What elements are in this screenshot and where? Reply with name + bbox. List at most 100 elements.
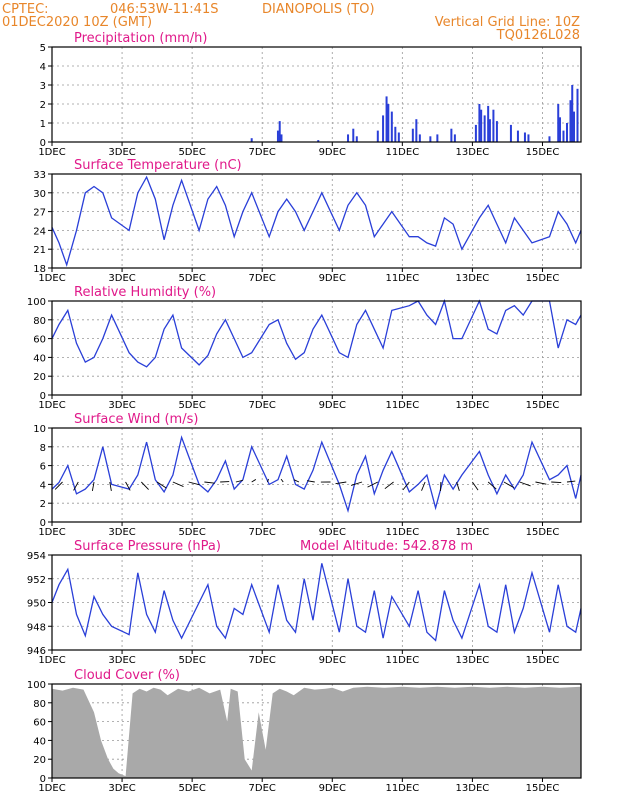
cloud-cover-xtick-label: 15DEC: [526, 783, 560, 794]
cloud-cover-xtick-label: 9DEC: [319, 783, 346, 794]
precipitation-bar: [280, 134, 283, 142]
wind-arrow: [188, 481, 200, 486]
surface-wind-xtick-label: 9DEC: [319, 527, 346, 538]
surface-wind-ytick-label: 10: [33, 424, 46, 435]
precipitation-bar: [352, 128, 355, 142]
relative-humidity-ytick-label: 20: [33, 372, 46, 383]
relative-humidity-frame: [51, 300, 582, 396]
precipitation-xtick-label: 15DEC: [526, 147, 560, 158]
relative-humidity-xtick-label: 1DEC: [38, 400, 65, 411]
wind-arrow: [472, 481, 479, 491]
surface-wind-xtick-label: 7DEC: [249, 527, 276, 538]
precipitation-bar: [385, 96, 388, 142]
cloud-cover-ytick-label: 60: [33, 718, 46, 729]
precipitation-bar: [450, 128, 453, 142]
relative-humidity-xtick-label: 5DEC: [178, 400, 205, 411]
surface-temperature-xtick-label: 9DEC: [319, 273, 346, 284]
precipitation-bar: [415, 119, 418, 142]
cloud-cover-xtick-label: 13DEC: [456, 783, 490, 794]
precipitation-bar: [418, 134, 421, 142]
cloud-cover-xtick-label: 7DEC: [249, 783, 276, 794]
surface-pressure-xtick-label: 9DEC: [319, 655, 346, 666]
surface-wind-frame: [51, 427, 582, 523]
precipitation-xtick-label: 7DEC: [249, 147, 276, 158]
wind-arrow: [566, 480, 576, 483]
header-grid-note: Vertical Grid Line: 10Z: [435, 15, 580, 30]
surface-wind-ytick-label: 0: [40, 518, 46, 529]
surface-pressure-annotation: Model Altitude: 542.878 m: [300, 539, 473, 554]
cloud-cover-xtick-label: 3DEC: [108, 783, 135, 794]
header-source: CPTEC:: [2, 2, 49, 17]
surface-pressure-ytick-label: 952: [27, 575, 46, 586]
precipitation-bar: [394, 126, 397, 142]
surface-pressure-title: Surface Pressure (hPa): [74, 539, 221, 554]
wind-arrow: [280, 478, 284, 483]
precipitation-xtick-label: 13DEC: [456, 147, 490, 158]
precipitation-ytick-label: 3: [40, 81, 46, 92]
precipitation-bar: [387, 104, 390, 142]
precipitation-ytick-label: 0: [40, 138, 46, 149]
surface-wind-xtick-label: 11DEC: [385, 527, 419, 538]
relative-humidity-xtick-label: 3DEC: [108, 400, 135, 411]
wind-arrow: [350, 481, 363, 486]
surface-temperature-title: Surface Temperature (nC): [74, 158, 242, 173]
panel-cloud-cover: 0 20 40 60 80 100 1DEC 3DEC 5DEC 7DEC 9DEC 11DEC 13D…: [27, 668, 582, 794]
relative-humidity-ytick-label: 100: [27, 297, 46, 308]
precipitation-title: Precipitation (mm/h): [74, 31, 207, 46]
wind-arrow: [204, 481, 215, 484]
surface-temperature-xtick-label: 5DEC: [178, 273, 205, 284]
precipitation-bar: [390, 111, 393, 142]
relative-humidity-ytick-label: 60: [33, 335, 46, 346]
cloud-cover-ytick-label: 40: [33, 736, 46, 747]
precipitation-xtick-label: 11DEC: [385, 147, 419, 158]
precipitation-bar: [376, 130, 379, 142]
wind-arrow: [267, 478, 269, 483]
wind-arrow: [125, 481, 131, 491]
precipitation-bar: [569, 100, 572, 142]
wind-arrow: [156, 481, 167, 489]
wind-arrow: [551, 481, 562, 483]
wind-arrow: [141, 481, 149, 490]
wind-arrow: [251, 479, 257, 483]
surface-pressure-xtick-label: 1DEC: [38, 655, 65, 666]
precipitation-bar: [523, 132, 526, 142]
precipitation-ytick-label: 1: [40, 119, 46, 130]
surface-temperature-xtick-label: 13DEC: [456, 273, 490, 284]
surface-temperature-xtick-label: 7DEC: [249, 273, 276, 284]
precipitation-ytick-label: 4: [40, 62, 46, 73]
panel-precipitation: 0 1 2 3 4 5 1DEC 3DEC 5DEC 7DEC 9DEC 11DEC 13DEC 15DE…: [38, 31, 582, 158]
precipitation-bar: [495, 121, 498, 142]
surface-temperature-ytick-label: 27: [33, 208, 46, 219]
precipitation-bar: [411, 128, 414, 142]
surface-pressure-xtick-label: 3DEC: [108, 655, 135, 666]
relative-humidity-ytick-label: 0: [40, 391, 46, 402]
surface-temperature-ytick-label: 33: [33, 170, 46, 181]
cloud-cover-xtick-label: 1DEC: [38, 783, 65, 794]
relative-humidity-xtick-label: 9DEC: [319, 400, 346, 411]
wind-arrow: [456, 481, 460, 491]
surface-wind-xtick-label: 3DEC: [108, 527, 135, 538]
precipitation-bar: [488, 119, 491, 142]
cloud-cover-ytick-label: 0: [40, 774, 46, 785]
surface-wind-ytick-label: 8: [40, 443, 46, 454]
precipitation-bar: [429, 136, 432, 142]
precipitation-bar: [572, 111, 575, 142]
wind-arrow: [519, 481, 531, 487]
relative-humidity-ytick-label: 40: [33, 353, 46, 364]
header-run: 01DEC2020 10Z (GMT): [2, 15, 152, 30]
cloud-cover-xtick-label: 5DEC: [178, 783, 205, 794]
surface-temperature-series-line: [51, 175, 582, 268]
relative-humidity-ytick-label: 80: [33, 316, 46, 327]
wind-arrow: [535, 481, 547, 485]
precipitation-bar: [509, 124, 512, 142]
wind-arrow: [54, 481, 63, 490]
panel-surface-temperature: 18 21 24 27 30 33 1DEC 3DEC 5DEC 7DEC 9DEC 11DEC 13D…: [33, 158, 582, 284]
surface-pressure-ytick-label: 950: [27, 599, 46, 610]
surface-wind-ytick-label: 2: [40, 499, 46, 510]
wind-arrow: [384, 481, 394, 490]
precipitation-bar: [548, 136, 551, 142]
precipitation-xtick-label: 9DEC: [319, 147, 346, 158]
relative-humidity-xtick-label: 15DEC: [526, 400, 560, 411]
precipitation-ytick-label: 2: [40, 100, 46, 111]
relative-humidity-xtick-label: 11DEC: [385, 400, 419, 411]
